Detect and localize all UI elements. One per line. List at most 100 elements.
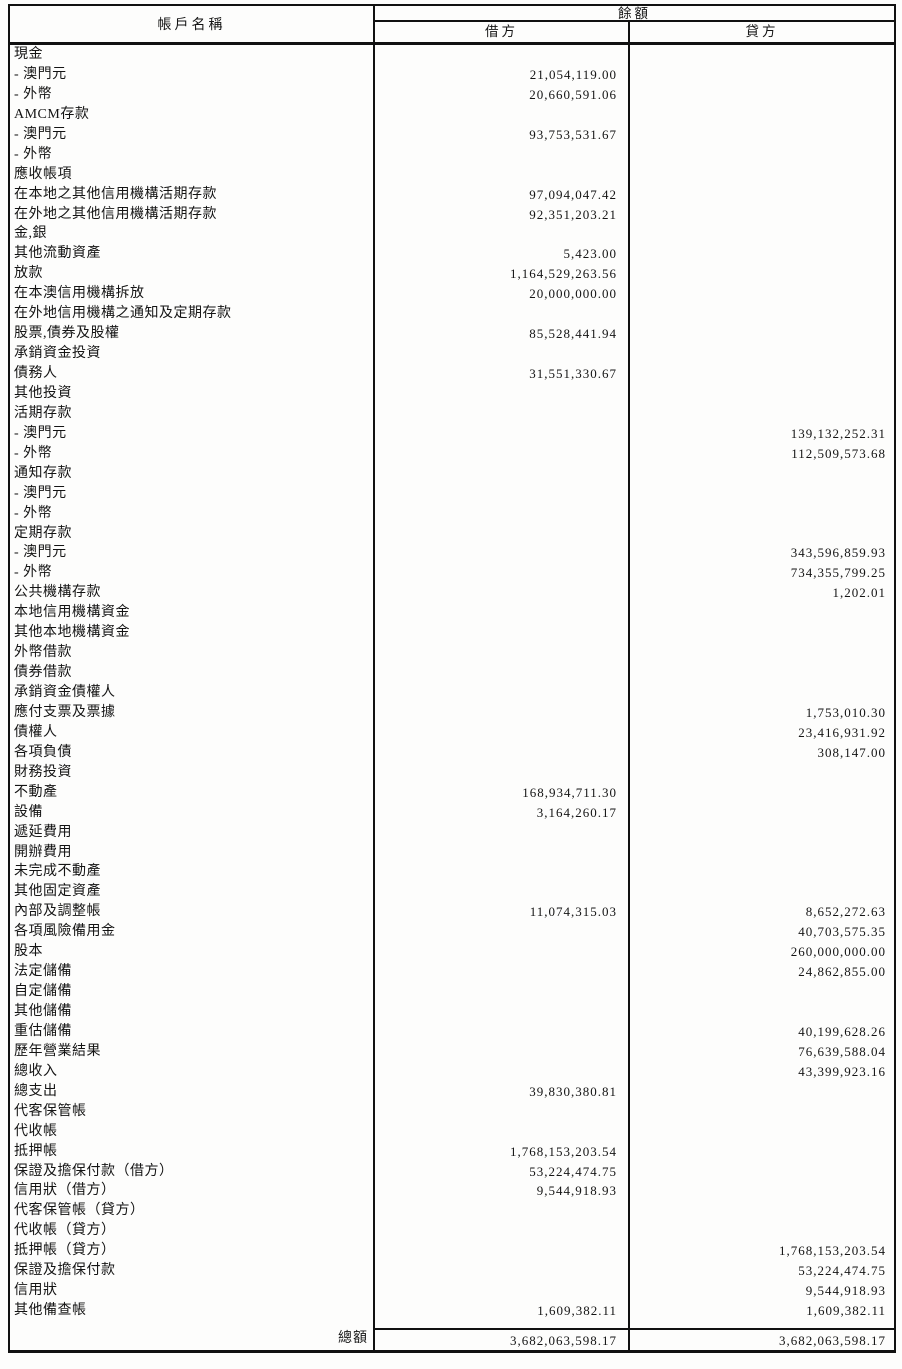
debit-value-cell	[375, 144, 630, 165]
account-name-cell: - 澳門元	[10, 483, 375, 504]
credit-value-cell	[630, 244, 894, 264]
debit-value-cell	[375, 742, 630, 763]
credit-value-cell	[630, 364, 894, 384]
account-name-cell: - 外幣	[10, 84, 375, 105]
credit-value-cell: 139,132,252.31	[790, 425, 886, 441]
credit-value-cell	[630, 524, 894, 544]
account-name-cell: 在本澳信用機構拆放	[10, 284, 375, 305]
table-row: 其他投資	[10, 383, 894, 404]
account-name-cell: 其他儲備	[10, 1002, 375, 1022]
account-name-cell: 應收帳項	[10, 164, 375, 185]
credit-value-cell	[630, 464, 894, 484]
debit-value-cell	[375, 443, 630, 464]
table-row: 信用狀（借方） 9,544,918.93	[10, 1181, 894, 1202]
table-row: 其他固定資產	[10, 882, 894, 903]
account-name-cell: 保證及擔保付款	[10, 1261, 375, 1282]
debit-value-cell: 3,164,260.17	[375, 802, 630, 823]
credit-value-cell	[630, 603, 894, 623]
spacer-debit-cell	[375, 1321, 630, 1328]
account-name-cell: 在本地之其他信用機構活期存款	[10, 184, 375, 205]
credit-value-cell	[630, 85, 894, 105]
credit-value-cell	[630, 1201, 894, 1221]
credit-value-cell	[630, 324, 894, 344]
table-row: 應收帳項	[10, 164, 894, 185]
credit-value-cell	[630, 384, 894, 404]
credit-value-cell: 76,639,588.04	[798, 1043, 886, 1059]
table-row: 代客保管帳	[10, 1101, 894, 1122]
credit-value-cell: 1,609,382.11	[806, 1303, 886, 1319]
debit-value-cell	[375, 882, 630, 903]
account-name-cell: AMCM存款	[10, 104, 375, 125]
table-row: 債務人 31,551,330.67	[10, 364, 894, 384]
table-row: - 澳門元 343,596,859.93	[10, 543, 894, 564]
debit-value-cell	[375, 403, 630, 424]
account-name-cell: 各項負債	[10, 742, 375, 763]
table-row: 在本地之其他信用機構活期存款 97,094,047.42	[10, 184, 894, 205]
table-row: 其他流動資產 5,423.00	[10, 244, 894, 265]
debit-value-cell	[375, 423, 630, 444]
account-name-cell: 在外地信用機構之通知及定期存款	[10, 304, 375, 325]
credit-value-cell: 23,416,931.92	[798, 724, 886, 740]
debit-value-cell	[375, 104, 630, 125]
debit-value-cell: 97,094,047.42	[375, 184, 630, 205]
credit-value-cell	[630, 803, 894, 823]
total-label: 總額	[10, 1328, 375, 1351]
table-row: 應付支票及票據 1,753,010.30	[10, 702, 894, 723]
account-name-cell: 內部及調整帳	[10, 902, 375, 923]
account-name-cell: 不動產	[10, 782, 375, 803]
debit-value-cell	[375, 1101, 630, 1122]
credit-value-cell: 1,768,153,203.54	[779, 1243, 886, 1259]
table-row: 在本澳信用機構拆放 20,000,000.00	[10, 284, 894, 305]
table-row: 活期存款	[10, 403, 894, 424]
credit-value-cell	[630, 65, 894, 85]
table-row: 歷年營業結果 76,639,588.04	[10, 1041, 894, 1062]
credit-value-cell: 734,355,799.25	[790, 565, 886, 581]
credit-value-cell: 53,224,474.75	[798, 1263, 886, 1279]
debit-value-cell	[375, 1241, 630, 1262]
debit-value-cell	[375, 762, 630, 783]
table-row: 不動產 168,934,711.30	[10, 782, 894, 803]
credit-value-cell: 40,703,575.35	[798, 924, 886, 940]
debit-value-cell	[375, 523, 630, 544]
debit-value-cell: 31,551,330.67	[375, 364, 630, 384]
column-header-debit: 借方	[375, 22, 630, 42]
debit-value-cell	[375, 483, 630, 504]
debit-value-cell: 5,423.00	[375, 244, 630, 265]
table-row: 公共機構存款 1,202.01	[10, 583, 894, 604]
table-row: 代客保管帳（貸方）	[10, 1201, 894, 1222]
account-name-cell: 法定儲備	[10, 962, 375, 983]
credit-value-cell	[630, 843, 894, 863]
column-header-credit: 貸方	[745, 24, 779, 39]
table-row: - 外幣 112,509,573.68	[10, 443, 894, 464]
table-row: 其他儲備	[10, 1002, 894, 1022]
credit-value-cell	[630, 1162, 894, 1182]
debit-value-cell	[375, 1201, 630, 1222]
table-row: 重估儲備 40,199,628.26	[10, 1021, 894, 1042]
credit-value-cell: 260,000,000.00	[790, 944, 886, 960]
credit-value-cell	[630, 783, 894, 803]
debit-value-cell: 20,660,591.06	[375, 84, 630, 105]
debit-value-cell	[375, 862, 630, 883]
account-name-cell: 現金	[10, 45, 375, 65]
debit-value-cell: 53,224,474.75	[375, 1161, 630, 1182]
table-row: 各項負債 308,147.00	[10, 742, 894, 763]
account-name-cell: 外幣借款	[10, 643, 375, 664]
account-name-cell: 其他流動資產	[10, 244, 375, 265]
table-row: 代收帳（貸方）	[10, 1221, 894, 1242]
debit-value-cell	[375, 663, 630, 683]
table-row: AMCM存款	[10, 104, 894, 125]
credit-value-cell	[630, 862, 894, 882]
debit-value-cell	[375, 683, 630, 703]
account-name-cell: 代客保管帳（貸方）	[10, 1201, 375, 1222]
total-credit-value: 3,682,063,598.17	[630, 1328, 894, 1351]
credit-value-cell	[630, 45, 894, 65]
credit-value-cell: 343,596,859.93	[790, 545, 886, 561]
account-name-cell: 公共機構存款	[10, 583, 375, 604]
debit-value-cell	[375, 1002, 630, 1022]
debit-value-cell: 20,000,000.00	[375, 284, 630, 305]
trial-balance-table: 帳戶名稱 餘額 借方 貸方 現金 - 澳門元 21,054,119.00- 外幣 20…	[8, 4, 896, 1353]
spacer-row	[10, 1321, 894, 1328]
table-row: - 澳門元 139,132,252.31	[10, 423, 894, 444]
credit-value-cell	[630, 205, 894, 225]
credit-value-cell	[630, 264, 894, 284]
